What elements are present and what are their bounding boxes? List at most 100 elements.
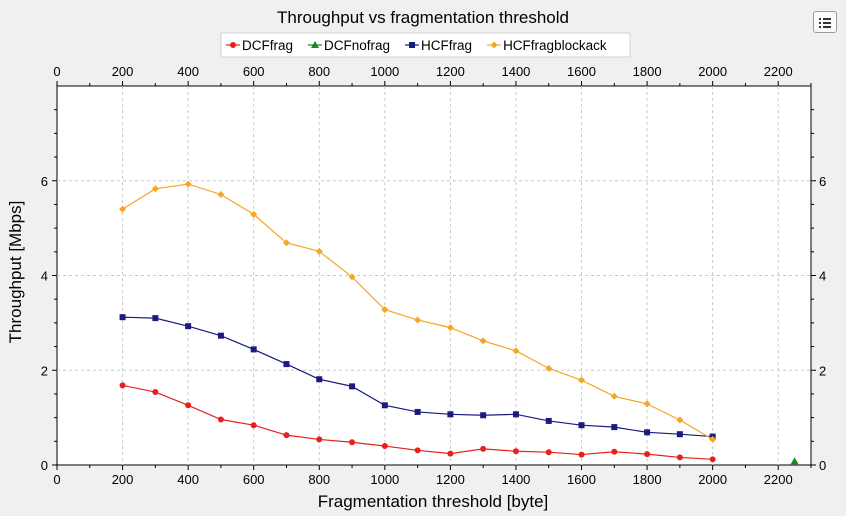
- data-point-HCFfrag: [644, 429, 651, 436]
- data-point-DCFfrag: [152, 389, 159, 396]
- data-point-HCFfragblockack: [512, 347, 520, 355]
- data-point-HCFfragblockack: [381, 306, 389, 314]
- data-point-DCFfrag: [414, 447, 421, 454]
- x-tick-label-top: 1600: [567, 64, 596, 79]
- legend-swatch-marker: [230, 42, 236, 48]
- x-tick-label: 2200: [764, 472, 793, 487]
- data-point-HCFfragblockack: [282, 239, 290, 247]
- x-tick-label-top: 400: [177, 64, 199, 79]
- data-point-DCFfrag: [709, 456, 716, 463]
- series-layer: [119, 180, 799, 465]
- data-point-HCFfrag: [676, 431, 683, 438]
- legend-item-HCFfragblockack: HCFfragblockack: [487, 38, 607, 53]
- x-tick-label: 2000: [698, 472, 727, 487]
- data-point-HCFfrag: [512, 411, 519, 418]
- x-tick-label-top: 800: [308, 64, 330, 79]
- data-point-DCFfrag: [283, 432, 290, 439]
- legend-label: HCFfrag: [421, 38, 472, 53]
- data-point-HCFfrag: [578, 422, 585, 429]
- data-point-DCFfrag: [512, 448, 519, 455]
- data-point-HCFfragblockack: [250, 210, 258, 218]
- data-point-HCFfrag: [217, 332, 224, 339]
- data-point-DCFfrag: [676, 454, 683, 461]
- legend-item-DCFfrag: DCFfrag: [226, 38, 293, 53]
- data-point-HCFfrag: [381, 402, 388, 409]
- data-point-HCFfrag: [349, 383, 356, 390]
- data-point-DCFfrag: [480, 445, 487, 452]
- data-point-HCFfrag: [283, 361, 290, 368]
- data-point-HCFfragblockack: [315, 247, 323, 255]
- data-point-HCFfrag: [545, 417, 552, 424]
- data-point-HCFfrag: [414, 408, 421, 415]
- x-tick-label: 1400: [501, 472, 530, 487]
- series-DCFnofrag: [790, 457, 799, 465]
- x-tick-label: 600: [243, 472, 265, 487]
- data-point-DCFfrag: [349, 439, 356, 446]
- y-tick-label-right: 0: [819, 458, 826, 473]
- data-point-HCFfrag: [480, 412, 487, 419]
- plot-area: [56, 85, 812, 466]
- data-point-DCFfrag: [250, 422, 257, 429]
- data-point-HCFfragblockack: [709, 435, 717, 443]
- data-point-HCFfragblockack: [217, 190, 225, 198]
- y-tick-label: 0: [41, 458, 48, 473]
- data-point-HCFfragblockack: [578, 376, 586, 384]
- x-tick-label-top: 2000: [698, 64, 727, 79]
- data-point-HCFfragblockack: [545, 364, 553, 372]
- data-point-HCFfragblockack: [151, 185, 159, 193]
- x-tick-label: 1200: [436, 472, 465, 487]
- legend-label: DCFnofrag: [324, 38, 390, 53]
- data-point-HCFfragblockack: [414, 316, 422, 324]
- data-point-HCFfragblockack: [610, 392, 618, 400]
- data-point-HCFfrag: [152, 315, 159, 322]
- data-point-DCFfrag: [578, 451, 585, 458]
- x-tick-label: 1000: [370, 472, 399, 487]
- x-tick-label: 1600: [567, 472, 596, 487]
- y-tick-label: 2: [41, 363, 48, 378]
- data-point-HCFfragblockack: [643, 400, 651, 408]
- data-point-HCFfrag: [316, 376, 323, 383]
- y-tick-label-right: 2: [819, 363, 826, 378]
- data-point-HCFfragblockack: [446, 324, 454, 332]
- data-point-HCFfrag: [119, 314, 126, 321]
- x-tick-label: 800: [308, 472, 330, 487]
- legend-label: HCFfragblockack: [503, 38, 607, 53]
- series-DCFfrag: [119, 382, 716, 463]
- x-tick-label-top: 1200: [436, 64, 465, 79]
- data-point-DCFfrag: [381, 443, 388, 450]
- series-HCFfrag: [119, 314, 716, 440]
- x-tick-label: 200: [112, 472, 134, 487]
- x-tick-label-top: 200: [112, 64, 134, 79]
- data-point-DCFfrag: [119, 382, 126, 389]
- chart-title: Throughput vs fragmentation threshold: [277, 8, 569, 27]
- y-tick-label: 6: [41, 174, 48, 189]
- legend-swatch-marker: [409, 42, 416, 48]
- legend-label: DCFfrag: [242, 38, 293, 53]
- x-tick-label-top: 2200: [764, 64, 793, 79]
- list-menu-icon[interactable]: [813, 11, 837, 33]
- data-point-DCFnofrag: [790, 457, 799, 465]
- y-tick-label: 4: [41, 269, 48, 284]
- legend-item-DCFnofrag: DCFnofrag: [308, 38, 390, 53]
- series-HCFfragblockack: [119, 180, 717, 443]
- data-point-DCFfrag: [611, 448, 618, 455]
- x-tick-label-top: 1400: [501, 64, 530, 79]
- data-point-HCFfrag: [447, 411, 454, 418]
- x-tick-label: 400: [177, 472, 199, 487]
- data-point-DCFfrag: [545, 449, 552, 456]
- data-point-HCFfrag: [250, 346, 257, 353]
- data-point-HCFfrag: [185, 323, 192, 330]
- y-tick-label-right: 4: [819, 269, 826, 284]
- x-tick-label-top: 0: [53, 64, 60, 79]
- data-point-DCFfrag: [447, 450, 454, 457]
- data-point-DCFfrag: [316, 436, 323, 443]
- legend-box: [220, 32, 631, 58]
- data-point-HCFfragblockack: [119, 205, 127, 213]
- legend-swatch-marker: [490, 41, 498, 49]
- x-tick-label-top: 600: [243, 64, 265, 79]
- data-point-HCFfrag: [611, 424, 618, 431]
- y-tick-label-right: 6: [819, 174, 826, 189]
- data-point-HCFfragblockack: [348, 273, 356, 281]
- legend-item-HCFfrag: HCFfrag: [405, 38, 472, 53]
